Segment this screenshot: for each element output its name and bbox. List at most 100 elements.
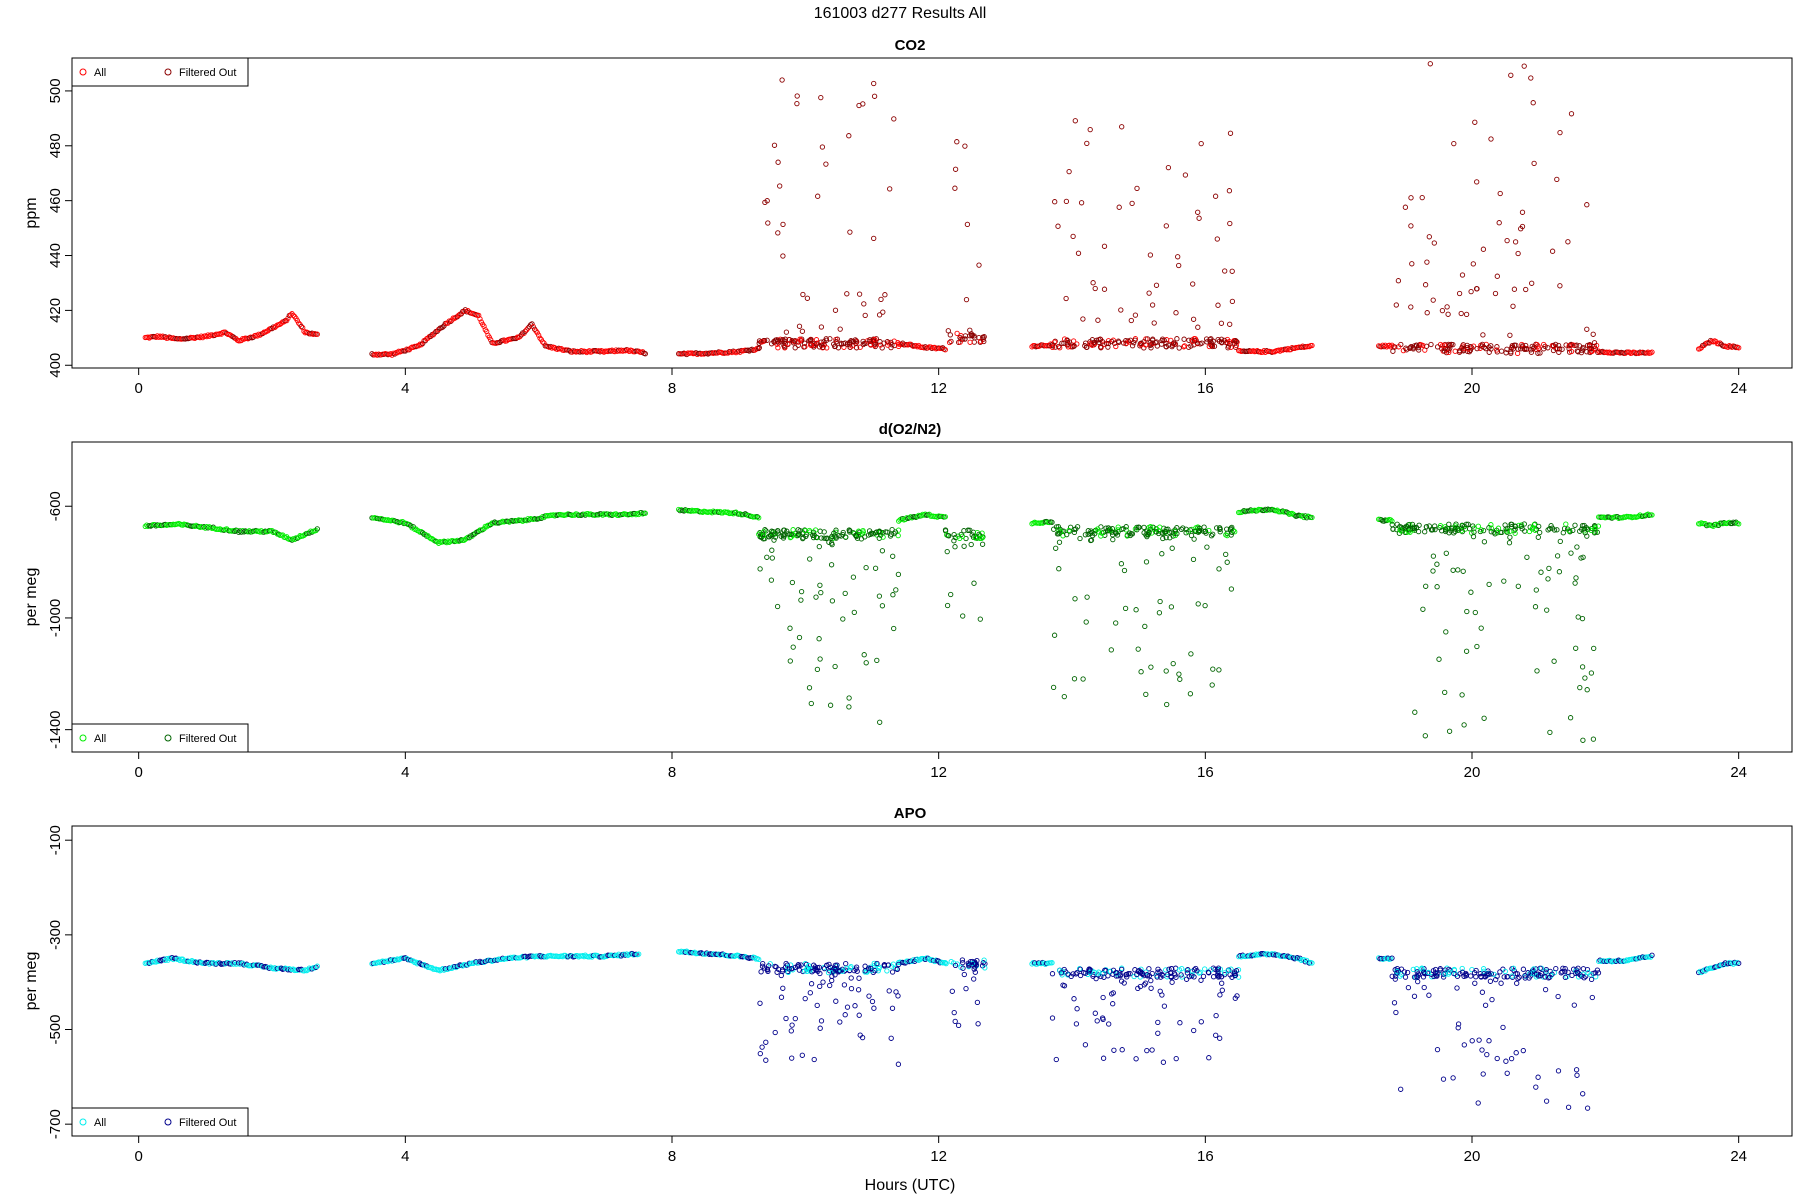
- filtered-point: [832, 307, 839, 313]
- filtered-point: [1510, 965, 1517, 971]
- filtered-point: [1529, 280, 1535, 286]
- filtered-point: [1161, 1003, 1168, 1009]
- filtered-point: [1138, 669, 1144, 675]
- filtered-point: [1512, 530, 1518, 536]
- filtered-point: [958, 531, 964, 538]
- filtered-point: [942, 527, 949, 533]
- filtered-point: [1442, 341, 1448, 348]
- filtered-point: [1100, 1055, 1107, 1061]
- filtered-point: [760, 960, 766, 967]
- filtered-point: [960, 959, 966, 966]
- filtered-point: [974, 957, 980, 964]
- filtered-point: [1580, 346, 1586, 352]
- filtered-point: [816, 543, 822, 550]
- filtered-point: [1573, 342, 1580, 348]
- filtered-point: [952, 1018, 958, 1025]
- filtered-point: [774, 337, 780, 343]
- filtered-point: [1460, 342, 1466, 348]
- filtered-point: [1568, 111, 1575, 117]
- filtered-point: [1189, 973, 1195, 979]
- filtered-point: [798, 597, 804, 603]
- filtered-point: [1224, 526, 1230, 532]
- data-point: [477, 316, 483, 322]
- filtered-point: [1139, 970, 1145, 976]
- filtered-point: [1436, 656, 1442, 662]
- filtered-point: [1232, 972, 1238, 979]
- filtered-point: [1148, 345, 1154, 351]
- filtered-point: [1515, 583, 1521, 589]
- filtered-point: [949, 988, 955, 994]
- filtered-point: [1573, 575, 1579, 581]
- filtered-point: [944, 602, 951, 609]
- filtered-point: [857, 1032, 863, 1038]
- filtered-point: [1084, 594, 1090, 600]
- filtered-point: [1147, 252, 1154, 258]
- data-point: [292, 536, 298, 543]
- filtered-point: [794, 100, 800, 107]
- filtered-point: [1584, 326, 1590, 332]
- filtered-point: [757, 566, 763, 572]
- filtered-point: [1105, 344, 1111, 350]
- filtered-point: [1144, 336, 1151, 342]
- filtered-point: [1141, 982, 1147, 988]
- filtered-point: [1468, 973, 1474, 979]
- filtered-point: [1202, 966, 1208, 972]
- filtered-point: [1474, 643, 1480, 650]
- filtered-point: [1070, 233, 1076, 240]
- filtered-point: [827, 702, 834, 708]
- filtered-point: [1138, 342, 1144, 348]
- filtered-point: [1221, 970, 1228, 976]
- filtered-point: [1488, 971, 1495, 977]
- filtered-point: [840, 616, 846, 622]
- filtered-point: [1440, 1076, 1447, 1082]
- filtered-point: [1396, 344, 1402, 350]
- filtered-point: [817, 970, 823, 977]
- filtered-point: [1067, 528, 1073, 534]
- filtered-point: [1571, 1002, 1577, 1008]
- filtered-point: [1108, 647, 1114, 653]
- legend-filtered-label: Filtered Out: [179, 67, 236, 79]
- filtered-point: [1573, 645, 1579, 651]
- filtered-point: [795, 962, 801, 968]
- filtered-point: [844, 291, 850, 297]
- filtered-point: [1187, 691, 1194, 697]
- filtered-point: [846, 695, 852, 701]
- data-point: [476, 312, 482, 319]
- filtered-point: [1156, 530, 1162, 537]
- data-point: [540, 339, 546, 345]
- filtered-point: [1470, 533, 1477, 540]
- filtered-point: [1226, 188, 1233, 194]
- filtered-point: [784, 528, 790, 534]
- filtered-point: [1223, 551, 1229, 558]
- filtered-point: [1497, 969, 1503, 975]
- filtered-point: [1215, 336, 1221, 343]
- filtered-point: [1546, 565, 1552, 572]
- filtered-point: [880, 309, 886, 315]
- filtered-point: [1101, 974, 1107, 980]
- filtered-point: [1080, 676, 1086, 682]
- filtered-point: [1225, 967, 1231, 974]
- filtered-point: [812, 527, 819, 533]
- filtered-point: [1580, 1091, 1586, 1097]
- filtered-point: [1486, 525, 1492, 531]
- filtered-point: [1198, 140, 1204, 147]
- panel-co2-title: CO2: [895, 37, 926, 54]
- filtered-point: [1100, 970, 1106, 977]
- filtered-point: [951, 531, 957, 538]
- filtered-point: [1569, 972, 1575, 979]
- filtered-point: [895, 571, 902, 578]
- filtered-point: [1187, 527, 1193, 533]
- filtered-point: [1581, 526, 1588, 532]
- filtered-point: [834, 336, 841, 342]
- filtered-point: [836, 968, 842, 974]
- filtered-point: [1577, 684, 1583, 691]
- filtered-point: [952, 544, 958, 550]
- filtered-point: [765, 220, 771, 226]
- filtered-point: [1219, 980, 1225, 986]
- filtered-point: [1098, 533, 1104, 539]
- filtered-point: [828, 540, 835, 546]
- filtered-point: [1416, 347, 1422, 353]
- filtered-point: [1533, 346, 1539, 352]
- data-point: [453, 964, 459, 971]
- filtered-point: [893, 989, 899, 995]
